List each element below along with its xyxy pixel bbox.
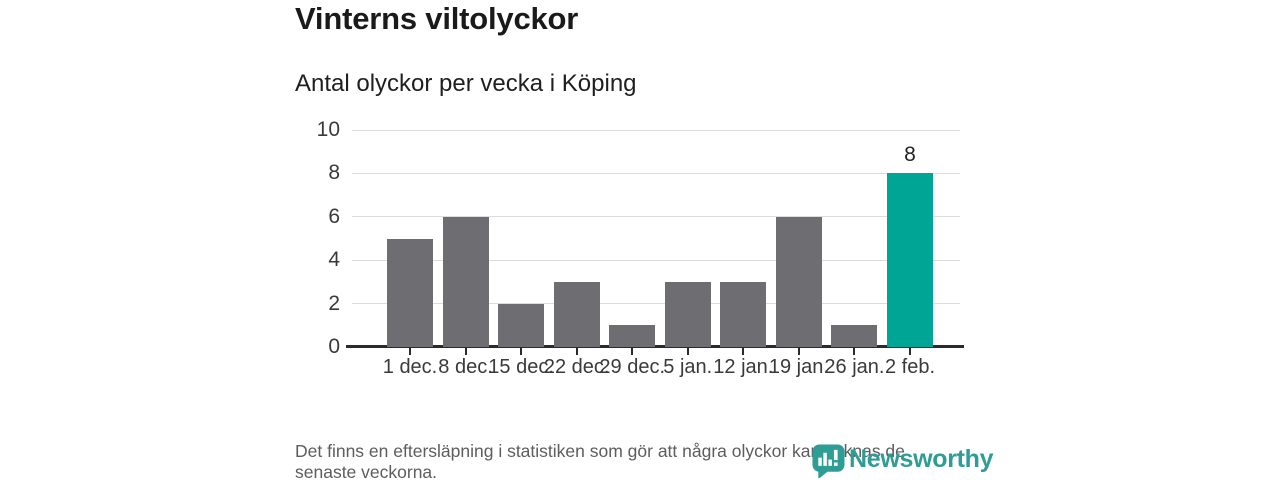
x-axis-tick <box>575 348 578 355</box>
x-axis-tick <box>631 348 634 355</box>
gridline <box>352 259 960 261</box>
x-axis-tick <box>853 348 856 355</box>
gridline <box>352 216 960 218</box>
x-tick-label: 8 dec. <box>438 356 493 378</box>
y-tick-label: 6 <box>328 204 340 228</box>
gridline <box>352 303 960 305</box>
plot-area: 0 2 4 6 8 10 1 dec. 8 dec. 15 dec. 22 dec. 29 dec.… <box>317 118 964 378</box>
bar <box>442 216 489 347</box>
x-tick-label: 26 jan. <box>824 356 885 378</box>
x-axis-tick <box>464 348 467 355</box>
x-tick-label: 2 feb. <box>884 356 936 378</box>
x-axis-tick <box>686 348 689 355</box>
bar <box>720 281 767 347</box>
bar <box>609 325 656 347</box>
bar <box>887 173 933 347</box>
x-tick-label: 5 jan. <box>663 356 713 378</box>
x-axis-tick <box>909 348 911 355</box>
gridline <box>352 172 960 174</box>
newsworthy-pin-icon <box>812 444 845 479</box>
x-axis-tick <box>797 348 800 355</box>
y-tick-label: 10 <box>316 118 340 141</box>
x-tick-label: 19 jan. <box>768 356 829 378</box>
bar <box>498 303 545 347</box>
y-tick-label: 0 <box>328 335 340 358</box>
x-tick-label: 22 dec. <box>543 356 610 378</box>
bar <box>775 216 822 347</box>
bar-value-label: 8 <box>904 143 916 167</box>
x-axis-tick <box>520 348 523 355</box>
x-axis-tick <box>742 348 745 355</box>
chart-title: Vinterns viltolyckor <box>295 1 579 36</box>
y-tick-label: 4 <box>328 248 340 272</box>
x-tick-label: 1 dec. <box>382 356 438 378</box>
x-tick-label: 29 dec. <box>599 356 666 378</box>
bar <box>664 281 711 347</box>
y-tick-label: 8 <box>328 161 340 185</box>
gridline <box>352 129 960 131</box>
newsworthy-logo[interactable]: Newsworthy <box>812 444 994 479</box>
x-tick-label: 12 jan. <box>713 356 774 378</box>
chart-subtitle: Antal olyckor per vecka i Köping <box>295 70 637 97</box>
x-axis-tick <box>409 348 411 355</box>
y-tick-label: 2 <box>328 291 340 315</box>
bar <box>831 325 878 347</box>
bar <box>553 281 600 347</box>
newsworthy-wordmark: Newsworthy <box>849 445 994 473</box>
x-tick-label: 15 dec. <box>488 356 554 378</box>
bar <box>387 238 433 347</box>
